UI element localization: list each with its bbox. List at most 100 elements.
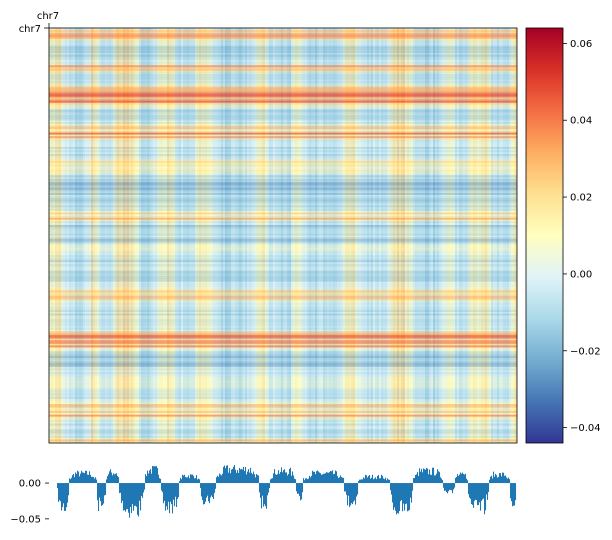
track-bar: [397, 483, 399, 513]
heatmap-row: [49, 28, 517, 31]
heatmap-row: [49, 153, 517, 156]
track-bar: [276, 474, 278, 484]
heatmap-row: [49, 127, 517, 130]
track-bar: [115, 473, 117, 484]
track-bar: [343, 477, 345, 484]
track-bar: [238, 472, 240, 484]
track-bar: [345, 483, 347, 492]
heatmap-row: [49, 45, 517, 48]
heatmap-row: [49, 61, 517, 64]
heatmap-column: [169, 28, 172, 443]
track-bar: [275, 474, 277, 484]
track-bar: [482, 483, 484, 500]
track-bar: [505, 475, 507, 484]
heatmap-column: [289, 28, 292, 443]
track-bar: [118, 477, 120, 484]
heatmap-row: [49, 318, 517, 321]
track-bar: [94, 478, 96, 484]
track-bar: [182, 474, 184, 484]
heatmap-column: [483, 28, 486, 443]
track-bar: [86, 470, 88, 484]
track-bar: [342, 477, 344, 484]
track-bar: [72, 475, 74, 484]
heatmap-row: [49, 354, 517, 357]
track-bar: [87, 474, 89, 484]
track-bar: [452, 483, 454, 494]
track-bar: [457, 474, 459, 484]
heatmap-column: [341, 28, 344, 443]
track-bar: [474, 483, 476, 501]
heatmap-row: [49, 136, 517, 139]
heatmap-row: [49, 100, 517, 103]
heatmap-column: [291, 28, 294, 443]
heatmap-column: [137, 28, 140, 443]
track-bar: [271, 478, 273, 484]
heatmap-row: [49, 311, 517, 314]
track-bar: [91, 476, 93, 484]
track-bar: [95, 477, 97, 484]
track-bar: [433, 467, 435, 484]
track-bar: [363, 477, 365, 484]
track-bar: [293, 475, 295, 484]
heatmap-row: [49, 278, 517, 281]
heatmap-column: [265, 28, 268, 443]
track-bar: [355, 483, 357, 505]
heatmap-column: [343, 28, 346, 443]
heatmap-row: [49, 439, 517, 442]
heatmap-row: [49, 386, 517, 389]
heatmap-column: [197, 28, 200, 443]
track-bar: [323, 473, 325, 484]
track-bar: [418, 476, 420, 484]
heatmap-row: [49, 77, 517, 80]
heatmap-column: [347, 28, 350, 443]
track-bar: [351, 483, 353, 504]
track-bar: [99, 483, 101, 498]
heatmap-column: [495, 28, 498, 443]
heatmap-column: [119, 28, 122, 443]
track-bar: [396, 483, 398, 515]
heatmap-row: [49, 290, 517, 293]
heatmap-column: [263, 28, 266, 443]
heatmap-column: [81, 28, 84, 443]
heatmap-row: [49, 302, 517, 305]
heatmap-column: [443, 28, 446, 443]
track-bar: [126, 483, 128, 510]
heatmap-column: [405, 28, 408, 443]
track-bar: [224, 465, 226, 484]
heatmap-column: [145, 28, 148, 443]
heatmap-panel: chr7 chr7: [19, 11, 518, 444]
heatmap-row: [49, 226, 517, 229]
heatmap-column: [211, 28, 214, 443]
track-bar: [385, 477, 387, 484]
track-bar: [429, 469, 431, 484]
heatmap-row: [49, 79, 517, 82]
track-bar: [172, 483, 174, 514]
heatmap-row: [49, 382, 517, 385]
heatmap-column: [213, 28, 216, 443]
track-bar: [280, 472, 282, 484]
heatmap-row: [49, 349, 517, 352]
track-bar: [405, 483, 407, 505]
heatmap-column: [203, 28, 206, 443]
heatmap-column: [133, 28, 136, 443]
track-bar: [184, 474, 186, 484]
track-bar: [304, 480, 306, 484]
track-bar: [469, 483, 471, 498]
heatmap-row: [49, 129, 517, 132]
track-bar: [330, 470, 332, 484]
track-bar: [291, 475, 293, 484]
heatmap-column: [479, 28, 482, 443]
heatmap-row: [49, 263, 517, 266]
track-bar: [230, 473, 232, 484]
heatmap-row: [49, 134, 517, 137]
track-bar: [177, 483, 179, 499]
heatmap-column: [471, 28, 474, 443]
heatmap-row: [49, 427, 517, 430]
heatmap-row: [49, 200, 517, 203]
heatmap-column: [425, 28, 428, 443]
track-bar: [63, 483, 65, 504]
heatmap-column: [107, 28, 110, 443]
heatmap-row: [49, 81, 517, 84]
track-bar: [59, 483, 61, 501]
track-bar: [243, 466, 245, 484]
